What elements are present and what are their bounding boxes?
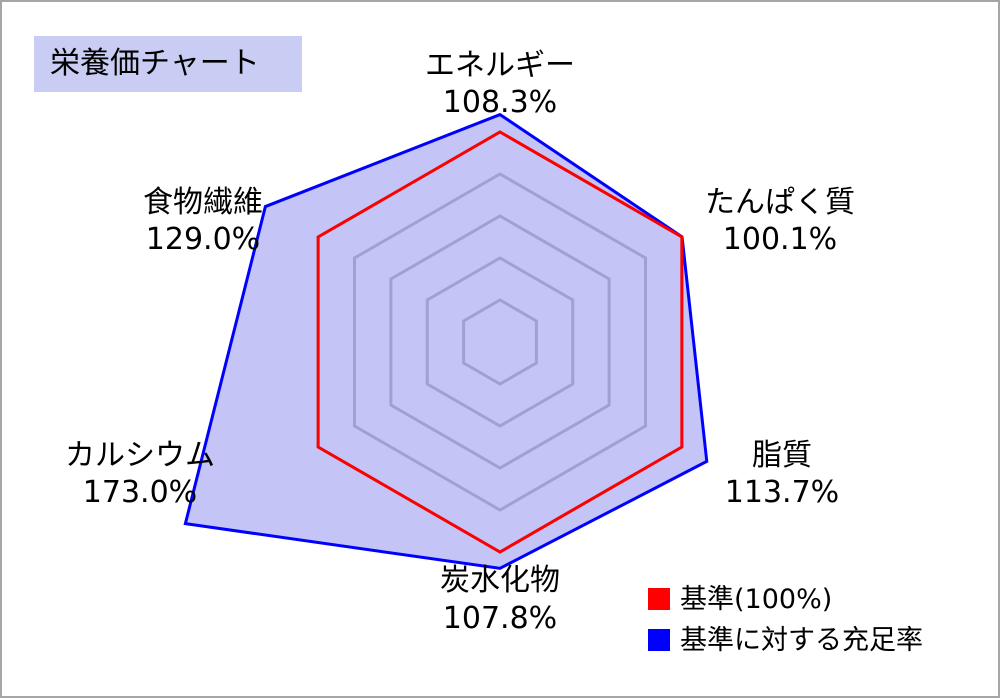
value-label-5: 129.0% bbox=[146, 222, 260, 257]
chart-title: 栄養価チャート bbox=[34, 36, 302, 92]
value-label-2: 113.7% bbox=[725, 475, 839, 510]
value-label-1: 100.1% bbox=[723, 222, 837, 257]
axis-label-5: 食物繊維 bbox=[143, 185, 263, 220]
legend-swatch-fulfillment bbox=[648, 629, 670, 651]
series-layer bbox=[183, 112, 709, 570]
legend-swatch-baseline bbox=[648, 588, 670, 610]
axis-label-3: 炭水化物 bbox=[440, 563, 560, 598]
axis-label-1: たんぱく質 bbox=[705, 185, 855, 220]
legend-label-fulfillment: 基準に対する充足率 bbox=[680, 625, 923, 656]
axis-label-2: 脂質 bbox=[752, 438, 812, 473]
series-baseline-line bbox=[316, 130, 684, 554]
value-label-4: 173.0% bbox=[83, 475, 197, 510]
legend: 基準(100%) 基準に対する充足率 bbox=[648, 584, 923, 656]
series-fulfillment-area bbox=[183, 112, 709, 570]
value-label-0: 108.3% bbox=[443, 85, 557, 120]
legend-label-baseline: 基準(100%) bbox=[680, 584, 832, 615]
axis-label-0: エネルギー bbox=[425, 48, 575, 83]
axis-label-4: カルシウム bbox=[65, 438, 215, 473]
value-label-3: 107.8% bbox=[443, 601, 557, 636]
